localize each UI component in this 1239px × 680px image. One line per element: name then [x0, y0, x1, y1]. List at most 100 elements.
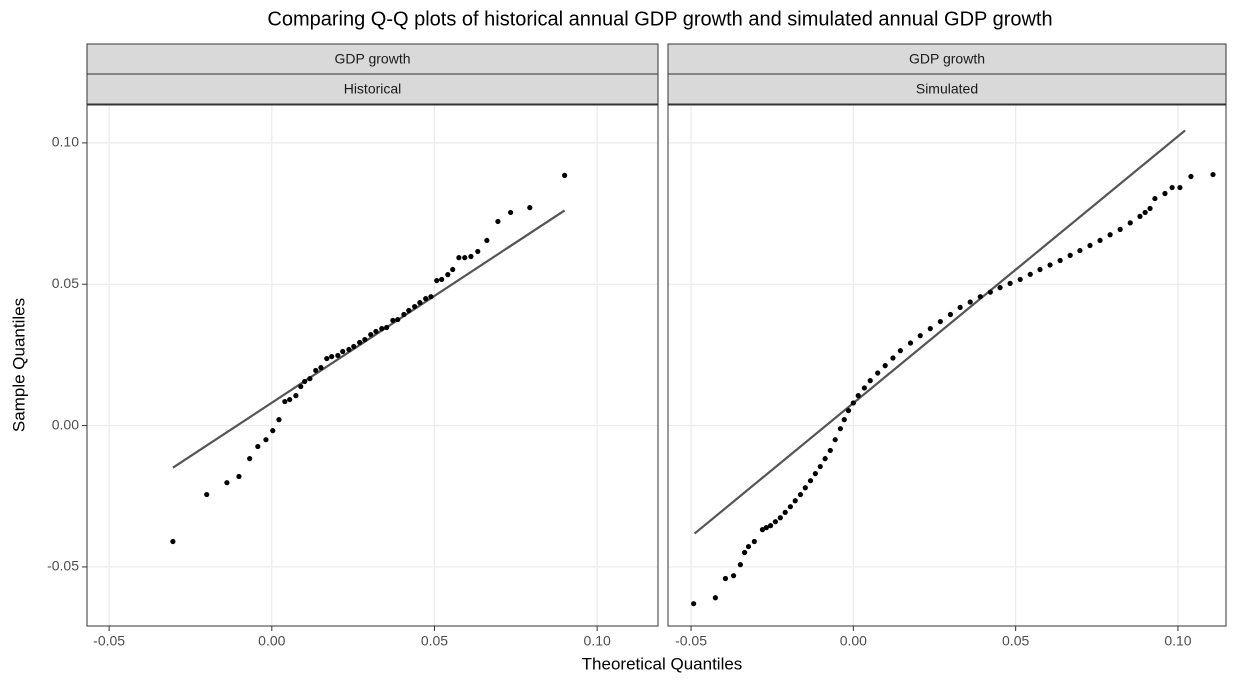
point — [170, 538, 176, 545]
point — [390, 317, 396, 324]
point — [434, 277, 440, 284]
point — [406, 307, 412, 314]
point — [927, 326, 933, 332]
point — [362, 337, 368, 343]
point — [395, 316, 401, 323]
point — [875, 370, 881, 376]
x-tick-label: 0.05 — [1002, 633, 1029, 649]
y-tick-label: -0.05 — [47, 558, 79, 574]
point — [812, 471, 818, 477]
point — [1057, 257, 1063, 264]
panel-border — [667, 104, 1227, 627]
y-tick-label: 0.05 — [52, 275, 79, 291]
point — [293, 393, 299, 399]
point — [318, 365, 324, 371]
y-axis-label: Sample Quantiles — [9, 298, 28, 432]
panel-background — [668, 105, 1226, 626]
point — [772, 519, 779, 525]
point — [236, 473, 242, 480]
point — [1137, 213, 1143, 219]
strip-label: Historical — [344, 81, 402, 97]
point — [340, 348, 346, 355]
point — [787, 504, 793, 510]
x-tick-label: 0.10 — [584, 633, 611, 649]
point — [987, 289, 993, 295]
point — [807, 478, 814, 484]
point — [1188, 173, 1194, 180]
point — [759, 527, 766, 533]
point — [712, 595, 718, 601]
point — [351, 343, 357, 350]
point — [247, 456, 253, 462]
strip — [86, 43, 659, 75]
point — [947, 311, 954, 318]
point — [850, 400, 856, 406]
point — [468, 253, 474, 260]
point — [1127, 220, 1133, 226]
point — [255, 443, 261, 450]
point — [1067, 252, 1073, 258]
point — [691, 601, 697, 607]
point — [484, 237, 490, 244]
point — [1017, 276, 1023, 283]
strip-label: GDP growth — [909, 51, 985, 67]
point — [837, 426, 843, 432]
x-axis-label: Theoretical Quantiles — [582, 654, 743, 673]
point — [417, 300, 423, 306]
x-tick-label: -0.05 — [675, 633, 707, 649]
point — [957, 304, 963, 311]
point — [1087, 242, 1093, 249]
point — [767, 523, 774, 529]
x-tick-label: 0.00 — [258, 633, 285, 649]
chart-title: Comparing Q-Q plots of historical annual… — [267, 8, 1052, 30]
point — [324, 355, 330, 362]
point — [204, 491, 210, 498]
point — [346, 346, 352, 353]
point — [1210, 171, 1216, 178]
point — [855, 393, 861, 399]
point — [997, 285, 1003, 291]
point — [867, 378, 873, 384]
panel-border — [86, 104, 659, 627]
point — [730, 573, 737, 579]
point — [562, 172, 568, 178]
point — [907, 340, 914, 346]
point — [313, 367, 319, 374]
x-tick-label: 0.00 — [840, 633, 867, 649]
point — [777, 515, 783, 521]
point — [282, 398, 288, 405]
point — [439, 276, 445, 283]
point — [423, 296, 429, 302]
point — [817, 463, 823, 470]
point — [302, 378, 308, 385]
point — [1152, 195, 1158, 202]
point — [845, 407, 852, 414]
x-tick-label: -0.05 — [93, 633, 125, 649]
point — [967, 299, 973, 305]
point — [792, 498, 798, 504]
strip-label: GDP growth — [335, 51, 411, 67]
point — [401, 311, 407, 318]
y-tick-label: 0.00 — [52, 416, 79, 432]
point — [745, 543, 752, 550]
point — [335, 352, 341, 359]
point — [1117, 226, 1123, 232]
point — [832, 437, 838, 443]
point — [977, 294, 983, 300]
point — [475, 248, 481, 255]
point — [373, 328, 379, 335]
y-tick-label: 0.10 — [52, 134, 79, 150]
point — [495, 218, 501, 225]
point — [1027, 271, 1033, 277]
point — [287, 396, 293, 403]
point — [742, 549, 748, 556]
point — [897, 348, 904, 354]
x-tick-label: 0.05 — [421, 633, 448, 649]
point — [827, 447, 833, 454]
point — [1047, 262, 1053, 268]
point — [737, 562, 743, 568]
strip — [667, 73, 1227, 105]
strip — [86, 73, 659, 105]
point — [445, 272, 451, 278]
